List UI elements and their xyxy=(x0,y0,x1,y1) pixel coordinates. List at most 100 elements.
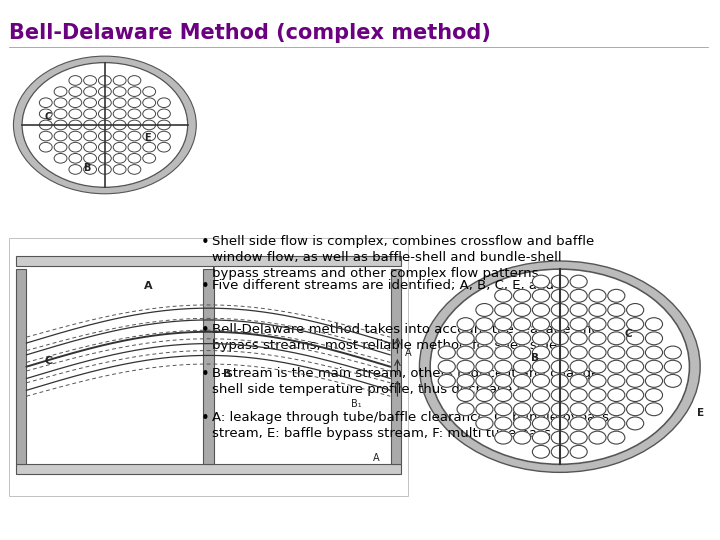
Circle shape xyxy=(570,389,588,402)
Circle shape xyxy=(495,431,512,444)
Circle shape xyxy=(589,417,606,430)
Circle shape xyxy=(495,374,512,387)
Circle shape xyxy=(457,374,474,387)
Circle shape xyxy=(54,120,67,130)
Circle shape xyxy=(40,143,52,152)
Circle shape xyxy=(513,360,531,373)
Circle shape xyxy=(99,131,112,141)
Circle shape xyxy=(495,360,512,373)
Circle shape xyxy=(113,76,126,85)
Circle shape xyxy=(645,346,662,359)
Circle shape xyxy=(532,431,549,444)
Wedge shape xyxy=(14,56,197,194)
Circle shape xyxy=(645,360,662,373)
Circle shape xyxy=(40,120,52,130)
Circle shape xyxy=(457,332,474,345)
Text: C: C xyxy=(44,356,53,366)
Circle shape xyxy=(69,76,82,85)
Circle shape xyxy=(128,76,141,85)
Circle shape xyxy=(626,417,644,430)
Text: E: E xyxy=(696,408,703,417)
Circle shape xyxy=(570,431,588,444)
Circle shape xyxy=(457,403,474,416)
Circle shape xyxy=(665,360,681,373)
Circle shape xyxy=(54,131,67,141)
Text: Five different streams are identified; A, B, C, E, and F: Five different streams are identified; A… xyxy=(212,279,566,292)
Circle shape xyxy=(99,143,112,152)
Text: •: • xyxy=(201,411,210,426)
Circle shape xyxy=(99,76,112,85)
Circle shape xyxy=(552,360,568,373)
Circle shape xyxy=(54,153,67,163)
Circle shape xyxy=(626,303,644,316)
Circle shape xyxy=(476,303,493,316)
Circle shape xyxy=(457,346,474,359)
FancyBboxPatch shape xyxy=(202,269,214,464)
Circle shape xyxy=(589,303,606,316)
Circle shape xyxy=(84,109,96,119)
Circle shape xyxy=(143,120,156,130)
Circle shape xyxy=(532,360,549,373)
Circle shape xyxy=(608,346,625,359)
Circle shape xyxy=(552,431,568,444)
Circle shape xyxy=(84,131,96,141)
Circle shape xyxy=(570,289,588,302)
Text: •: • xyxy=(201,279,210,294)
Circle shape xyxy=(513,332,531,345)
Circle shape xyxy=(513,289,531,302)
FancyBboxPatch shape xyxy=(9,238,408,496)
Text: •: • xyxy=(201,323,210,338)
Circle shape xyxy=(438,360,455,373)
Circle shape xyxy=(113,131,126,141)
Circle shape xyxy=(532,446,549,458)
Circle shape xyxy=(84,153,96,163)
Circle shape xyxy=(143,143,156,152)
Circle shape xyxy=(495,332,512,345)
Text: B: B xyxy=(222,369,231,380)
Circle shape xyxy=(608,318,625,330)
Circle shape xyxy=(589,289,606,302)
Circle shape xyxy=(608,332,625,345)
Circle shape xyxy=(495,403,512,416)
Circle shape xyxy=(113,87,126,97)
Circle shape xyxy=(532,318,549,330)
Circle shape xyxy=(552,403,568,416)
Circle shape xyxy=(608,403,625,416)
Circle shape xyxy=(552,417,568,430)
Circle shape xyxy=(430,269,690,464)
Circle shape xyxy=(513,403,531,416)
Text: A: A xyxy=(372,453,379,463)
Circle shape xyxy=(84,120,96,130)
Circle shape xyxy=(99,98,112,107)
Circle shape xyxy=(645,389,662,402)
Circle shape xyxy=(158,131,171,141)
Circle shape xyxy=(589,431,606,444)
Circle shape xyxy=(128,87,141,97)
Circle shape xyxy=(570,275,588,288)
Circle shape xyxy=(532,403,549,416)
Text: Bell-Delaware Method (complex method): Bell-Delaware Method (complex method) xyxy=(9,23,490,43)
Circle shape xyxy=(513,389,531,402)
Circle shape xyxy=(476,332,493,345)
Text: B: B xyxy=(531,353,539,363)
Circle shape xyxy=(128,131,141,141)
Text: A: A xyxy=(144,281,153,291)
Circle shape xyxy=(158,98,171,107)
Circle shape xyxy=(113,98,126,107)
Circle shape xyxy=(495,417,512,430)
FancyBboxPatch shape xyxy=(16,256,401,266)
Circle shape xyxy=(626,374,644,387)
Circle shape xyxy=(128,109,141,119)
Circle shape xyxy=(22,63,188,187)
Circle shape xyxy=(99,165,112,174)
Circle shape xyxy=(645,318,662,330)
Circle shape xyxy=(128,120,141,130)
Circle shape xyxy=(143,153,156,163)
Circle shape xyxy=(589,360,606,373)
Circle shape xyxy=(54,98,67,107)
Circle shape xyxy=(626,318,644,330)
Circle shape xyxy=(69,131,82,141)
Circle shape xyxy=(69,109,82,119)
Circle shape xyxy=(570,303,588,316)
Text: Shell side flow is complex, combines crossflow and baffle
window flow, as well a: Shell side flow is complex, combines cro… xyxy=(212,235,594,280)
